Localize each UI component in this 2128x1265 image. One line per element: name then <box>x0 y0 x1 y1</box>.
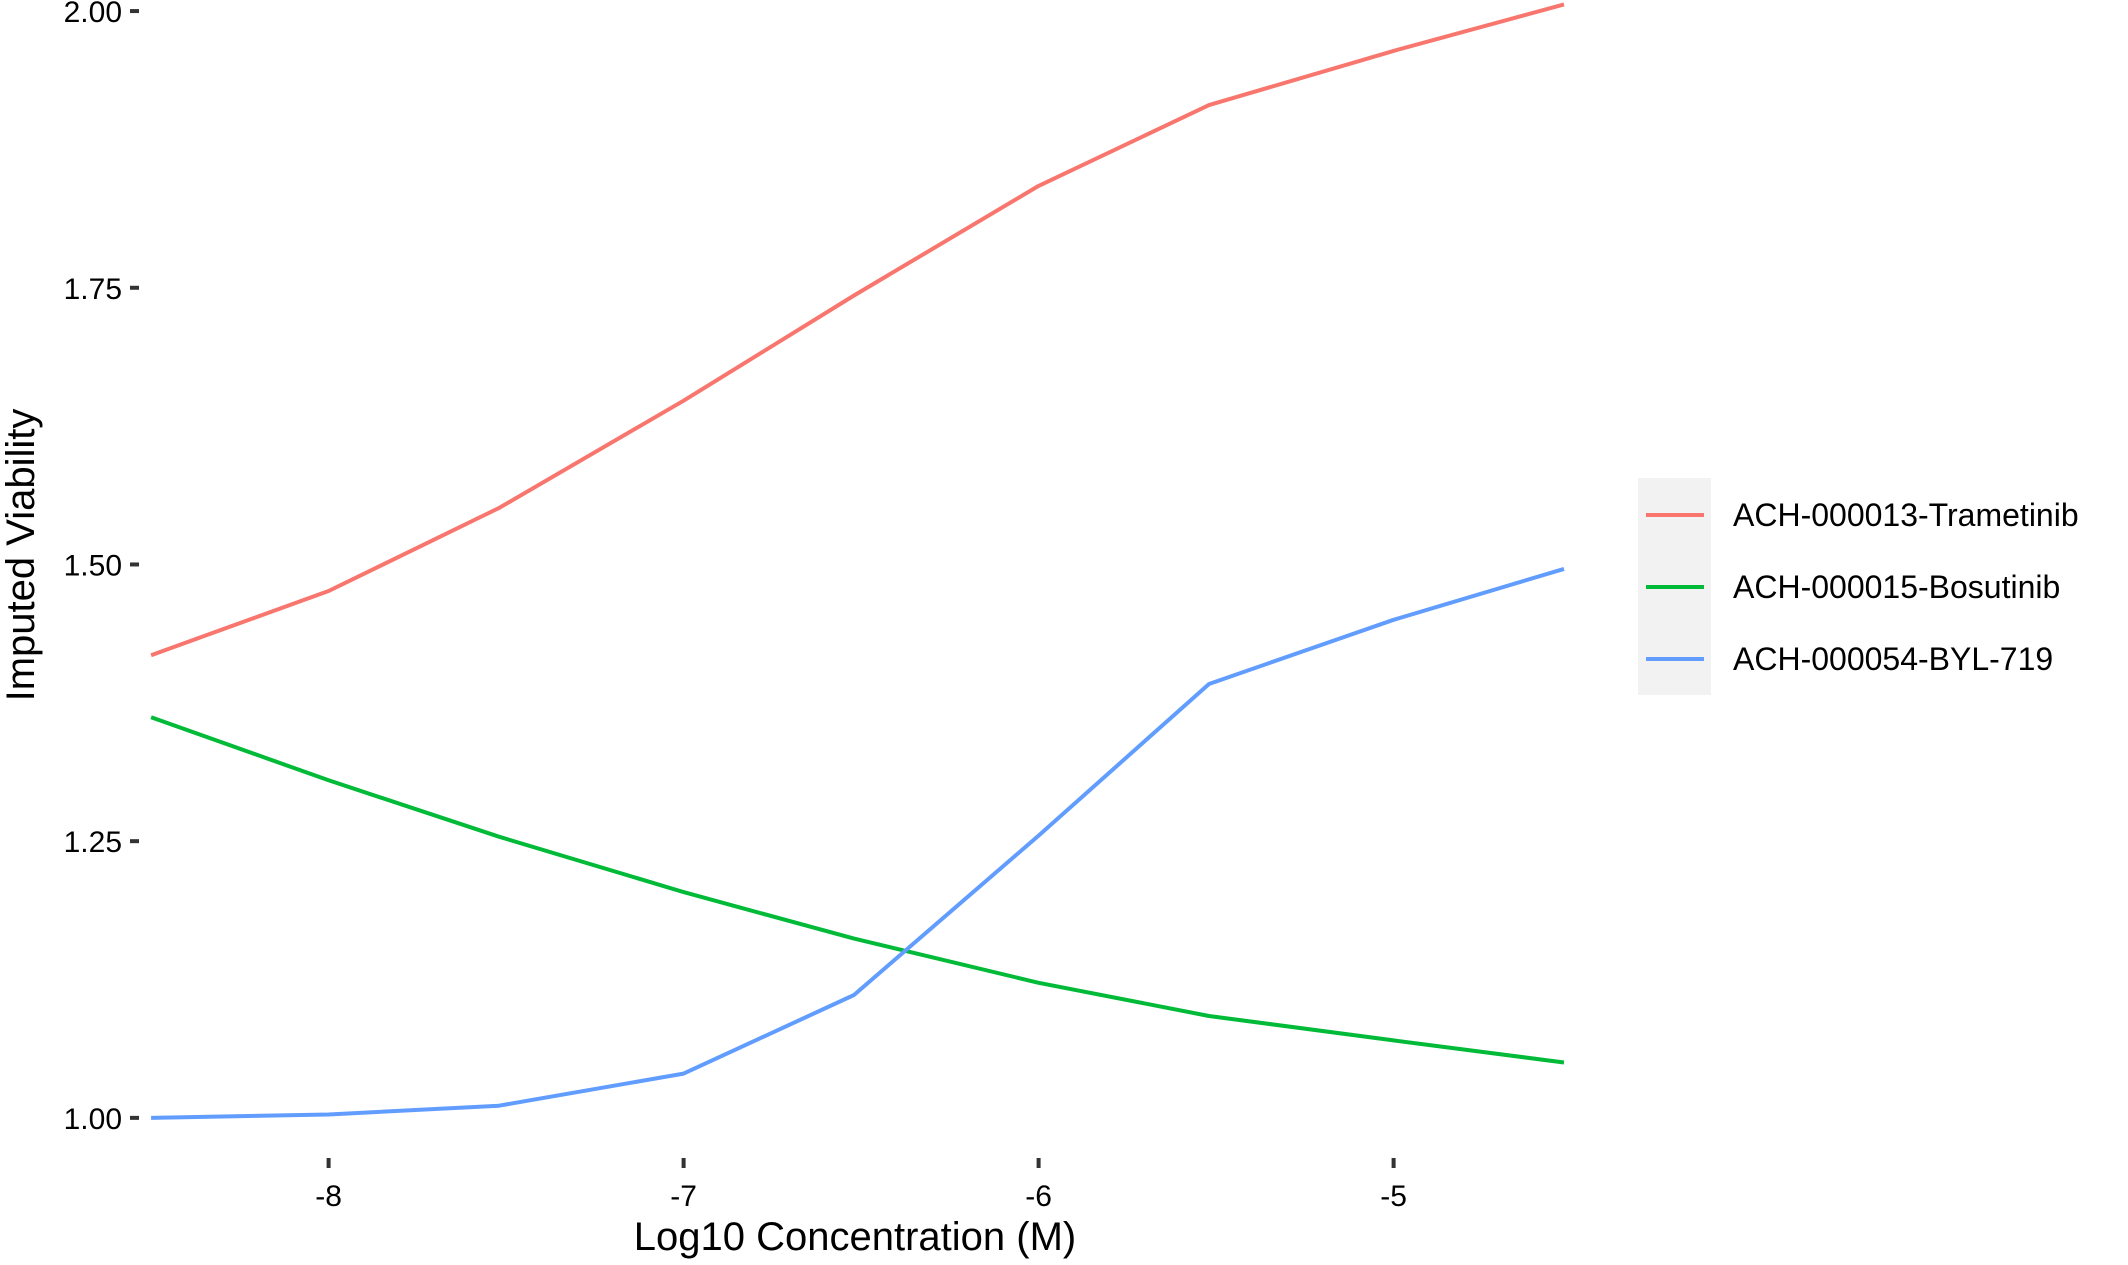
series-line-3 <box>151 566 1565 1120</box>
y-axis-title: Imputed Viability <box>0 409 43 702</box>
x-tick-label: -5 <box>1380 1180 1407 1213</box>
x-tick-label: -6 <box>1025 1180 1052 1213</box>
y-tick-label: 1.50 <box>64 549 122 582</box>
series-line-1 <box>150 2 1565 658</box>
legend-label-3: ACH-000054-BYL-719 <box>1733 641 2053 677</box>
y-tick-label: 2.00 <box>64 0 122 29</box>
legend: ACH-000013-Trametinib ACH-000015-Bosutini… <box>1638 478 2079 695</box>
x-axis-title: Log10 Concentration (M) <box>634 1215 1076 1259</box>
legend-label-1: ACH-000013-Trametinib <box>1733 497 2079 533</box>
x-axis: -8 -7 -6 -5 <box>315 1158 1407 1213</box>
y-tick-label: 1.00 <box>64 1103 122 1136</box>
legend-label-2: ACH-000015-Bosutinib <box>1733 569 2060 605</box>
x-tick-label: -8 <box>315 1180 342 1213</box>
x-tick-label: -7 <box>670 1180 697 1213</box>
y-tick-label: 1.75 <box>64 273 122 306</box>
y-axis: 1.00 1.25 1.50 1.75 2.00 <box>64 0 139 1136</box>
series-layer <box>150 2 1565 1120</box>
series-line-2 <box>150 715 1565 1065</box>
y-tick-label: 1.25 <box>64 826 122 859</box>
